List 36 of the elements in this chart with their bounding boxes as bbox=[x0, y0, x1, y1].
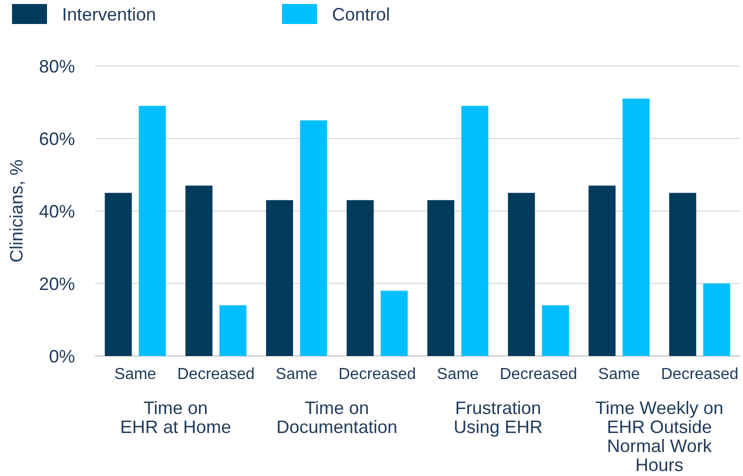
x-tick-label: Decreased bbox=[177, 366, 255, 383]
text: Time on Documentation bbox=[276, 398, 398, 437]
bar bbox=[427, 200, 454, 356]
bar bbox=[219, 305, 246, 356]
x-tick-label: Same bbox=[114, 366, 156, 383]
x-tick-label: Same bbox=[436, 366, 479, 383]
legend-label: Control bbox=[332, 4, 390, 24]
x-tick-label: Decreased bbox=[661, 366, 738, 383]
bar bbox=[104, 192, 132, 356]
x-tick-label: Same bbox=[598, 366, 640, 383]
text: Frustration Using EHR bbox=[454, 398, 543, 437]
bar bbox=[461, 106, 488, 356]
bar bbox=[380, 290, 408, 356]
y-tick-label: 0% bbox=[48, 346, 75, 366]
bar bbox=[588, 186, 616, 356]
bar bbox=[185, 186, 212, 356]
y-tick-label: 80% bbox=[38, 56, 75, 76]
bar bbox=[266, 200, 294, 356]
bar bbox=[703, 284, 730, 356]
x-tick-label: Decreased bbox=[338, 366, 416, 383]
bar bbox=[138, 106, 166, 356]
x-tick-label: Decreased bbox=[500, 366, 578, 383]
y-tick-label: 60% bbox=[38, 128, 75, 149]
bar bbox=[669, 192, 696, 356]
y-tick-label: 20% bbox=[38, 274, 75, 294]
bar bbox=[346, 200, 374, 356]
y-axis-title: Clinicians, % bbox=[6, 159, 26, 263]
bar bbox=[300, 120, 328, 356]
y-tick-label: 40% bbox=[38, 201, 75, 222]
bar bbox=[622, 98, 650, 356]
legend-label: Intervention bbox=[62, 4, 156, 24]
x-tick-label: Same bbox=[276, 366, 318, 383]
text: Time on EHR at Home bbox=[120, 398, 232, 437]
text: Time Weekly on EHR Outside Normal Work Hours bbox=[595, 398, 724, 475]
bar bbox=[542, 305, 569, 356]
bar bbox=[508, 192, 535, 356]
